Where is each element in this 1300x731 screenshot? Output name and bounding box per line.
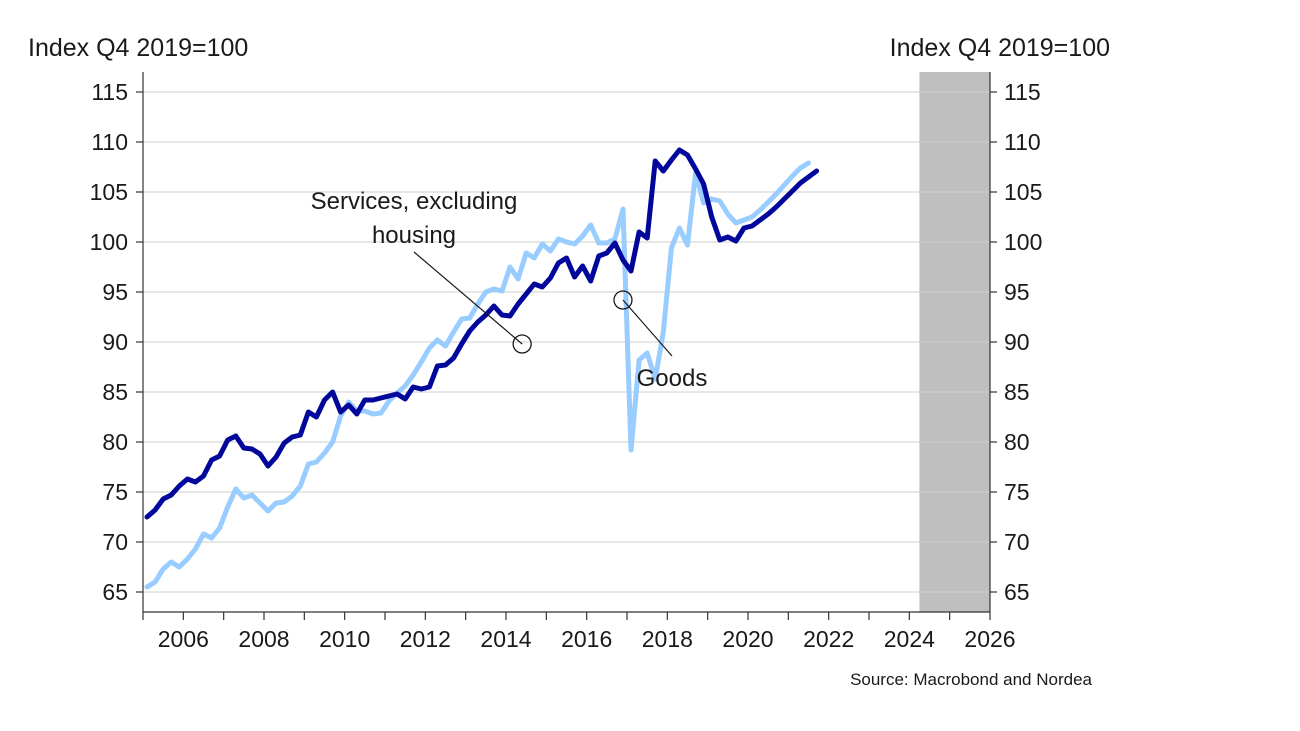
x-tick-label: 2010 — [319, 626, 370, 652]
y-tick-label-right: 70 — [1004, 529, 1030, 555]
x-tick-label: 2006 — [158, 626, 209, 652]
y-axis-title-left: Index Q4 2019=100 — [28, 34, 249, 62]
y-tick-label-left: 65 — [102, 579, 128, 605]
annotation-leader-goods — [622, 299, 673, 357]
annotation-label-services: Services, excluding — [311, 188, 518, 215]
x-tick-label: 2026 — [964, 626, 1015, 652]
annotation-marker-goods — [613, 290, 633, 310]
gridlines — [143, 91, 990, 593]
x-tick-label: 2008 — [238, 626, 289, 652]
y-tick-label-left: 85 — [102, 379, 128, 405]
x-tick-label: 2022 — [803, 626, 854, 652]
annotations: Services, excluding housing Goods — [311, 188, 708, 392]
y-tick-label-right: 90 — [1004, 329, 1030, 355]
y-tick-label-left: 105 — [90, 179, 128, 205]
y-axis-title-right: Index Q4 2019=100 — [889, 34, 1110, 62]
y-tick-label-right: 80 — [1004, 429, 1030, 455]
x-tick-label: 2018 — [642, 626, 693, 652]
series-line-goods — [144, 147, 820, 520]
y-tick-label-right: 75 — [1004, 479, 1030, 505]
annotation-leader-services — [413, 251, 523, 345]
x-tick-label: 2020 — [722, 626, 773, 652]
series-line-services — [144, 160, 811, 590]
y-tick-label-left: 90 — [102, 329, 128, 355]
y-tick-label-left: 95 — [102, 279, 128, 305]
x-tick-label: 2014 — [480, 626, 531, 652]
y-tick-label-left: 100 — [90, 229, 128, 255]
y-tick-label-left: 70 — [102, 529, 128, 555]
y-tick-label-left: 115 — [91, 79, 128, 105]
x-tick-label: 2012 — [400, 626, 451, 652]
y-tick-label-right: 100 — [1004, 229, 1042, 255]
y-tick-label-right: 85 — [1004, 379, 1030, 405]
annotation-label-goods: Goods — [637, 365, 708, 392]
source-note: Source: Macrobond and Nordea — [850, 670, 1092, 689]
x-tick-label: 2024 — [884, 626, 935, 652]
y-tick-label-left: 80 — [102, 429, 128, 455]
series-lines — [144, 147, 820, 590]
annotation-label-services: housing — [372, 222, 456, 249]
y-tick-label-right: 115 — [1004, 79, 1041, 105]
y-tick-label-right: 95 — [1004, 279, 1030, 305]
y-tick-label-right: 110 — [1004, 129, 1041, 155]
y-tick-label-right: 65 — [1004, 579, 1030, 605]
x-tick-label: 2016 — [561, 626, 612, 652]
axes: 65 65 70 70 75 75 80 80 85 85 90 90 95 95 100 100 105 105… — [90, 72, 1042, 652]
y-tick-label-right: 105 — [1004, 179, 1042, 205]
y-tick-label-left: 75 — [102, 479, 128, 505]
annotation-marker-services — [512, 334, 532, 354]
y-tick-label-left: 110 — [91, 129, 128, 155]
